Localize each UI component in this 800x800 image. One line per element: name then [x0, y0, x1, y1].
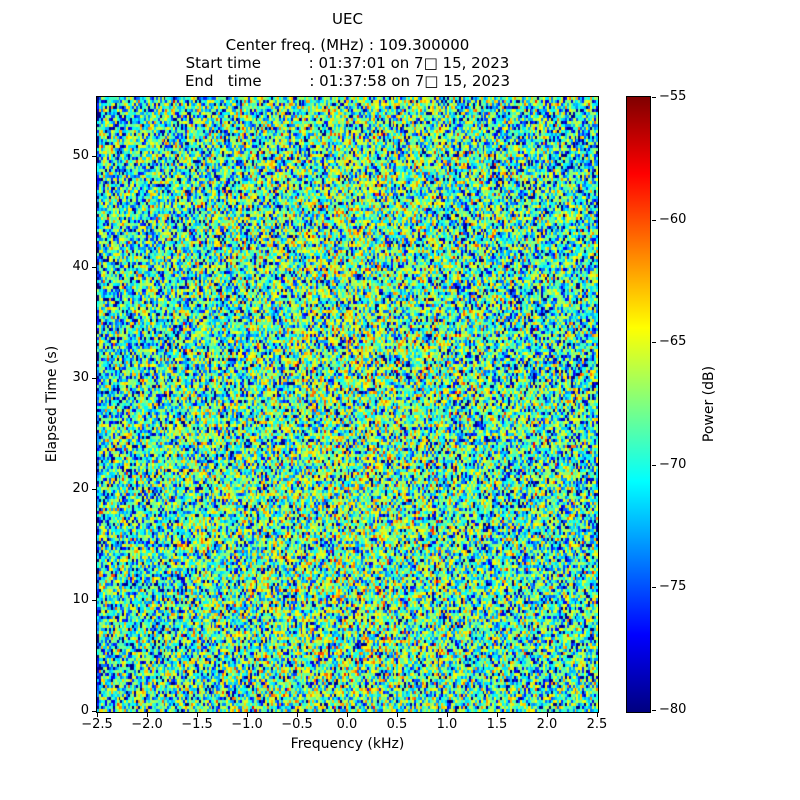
x-tick-mark [147, 713, 148, 717]
colorbar [626, 96, 651, 713]
spectrogram-canvas [97, 97, 598, 712]
y-tick-mark [92, 711, 96, 712]
colorbar-label: Power (dB) [701, 365, 717, 443]
colorbar-tick-mark [652, 587, 656, 589]
x-tick-label: −0.5 [281, 717, 313, 732]
colorbar-tick-label: −60 [659, 211, 687, 227]
y-tick-label: 40 [72, 258, 89, 274]
colorbar-tick-mark [652, 219, 656, 221]
y-tick-mark [92, 155, 96, 157]
x-tick-mark [297, 713, 298, 717]
chart-title: UEC [332, 10, 363, 28]
x-tick-label: 1.0 [436, 717, 458, 732]
y-axis-label: Elapsed Time (s) [44, 345, 60, 463]
y-tick-mark [92, 599, 96, 601]
plot-area [96, 96, 599, 713]
center-freq-line: Center freq. (MHz) : 109.300000 [225, 36, 470, 54]
x-tick-mark [97, 713, 98, 717]
x-tick-label: −1.5 [181, 717, 213, 732]
colorbar-tick-label: −75 [659, 579, 687, 595]
colorbar-tick-label: −70 [659, 456, 687, 472]
x-tick-mark [597, 713, 598, 717]
x-axis-label: Frequency (kHz) [290, 736, 405, 752]
colorbar-tick-label: −80 [659, 702, 687, 717]
x-tick-label: 2.5 [586, 717, 608, 732]
y-tick-label: 20 [72, 480, 89, 496]
x-tick-mark [197, 713, 198, 717]
colorbar-tick-label: −55 [659, 89, 687, 104]
end-time-line: End time : 01:37:58 on 7□ 15, 2023 [184, 72, 511, 90]
colorbar-tick-mark [652, 97, 656, 98]
start-time-line: Start time : 01:37:01 on 7□ 15, 2023 [185, 54, 510, 72]
x-tick-mark [547, 713, 548, 717]
y-tick-label: 50 [72, 147, 89, 163]
y-tick-mark [92, 488, 96, 490]
x-tick-label: 0.5 [386, 717, 408, 732]
x-tick-label: −1.0 [231, 717, 263, 732]
x-tick-mark [397, 713, 398, 717]
x-tick-label: 0.0 [336, 717, 358, 732]
colorbar-tick-mark [652, 342, 656, 344]
colorbar-tick-label: −65 [659, 334, 687, 350]
x-tick-mark [247, 713, 248, 717]
x-tick-label: 1.5 [486, 717, 508, 732]
y-tick-label: 10 [72, 591, 89, 607]
colorbar-tick-mark [652, 710, 656, 711]
x-tick-label: −2.5 [81, 717, 113, 732]
y-tick-label: 0 [80, 703, 89, 718]
y-tick-mark [92, 266, 96, 268]
x-tick-mark [347, 713, 348, 717]
x-tick-mark [497, 713, 498, 717]
x-tick-label: 2.0 [536, 717, 558, 732]
colorbar-tick-mark [652, 464, 656, 466]
y-tick-label: 30 [72, 369, 89, 385]
y-tick-mark [92, 377, 96, 379]
x-tick-label: −2.0 [131, 717, 163, 732]
x-tick-mark [447, 713, 448, 717]
